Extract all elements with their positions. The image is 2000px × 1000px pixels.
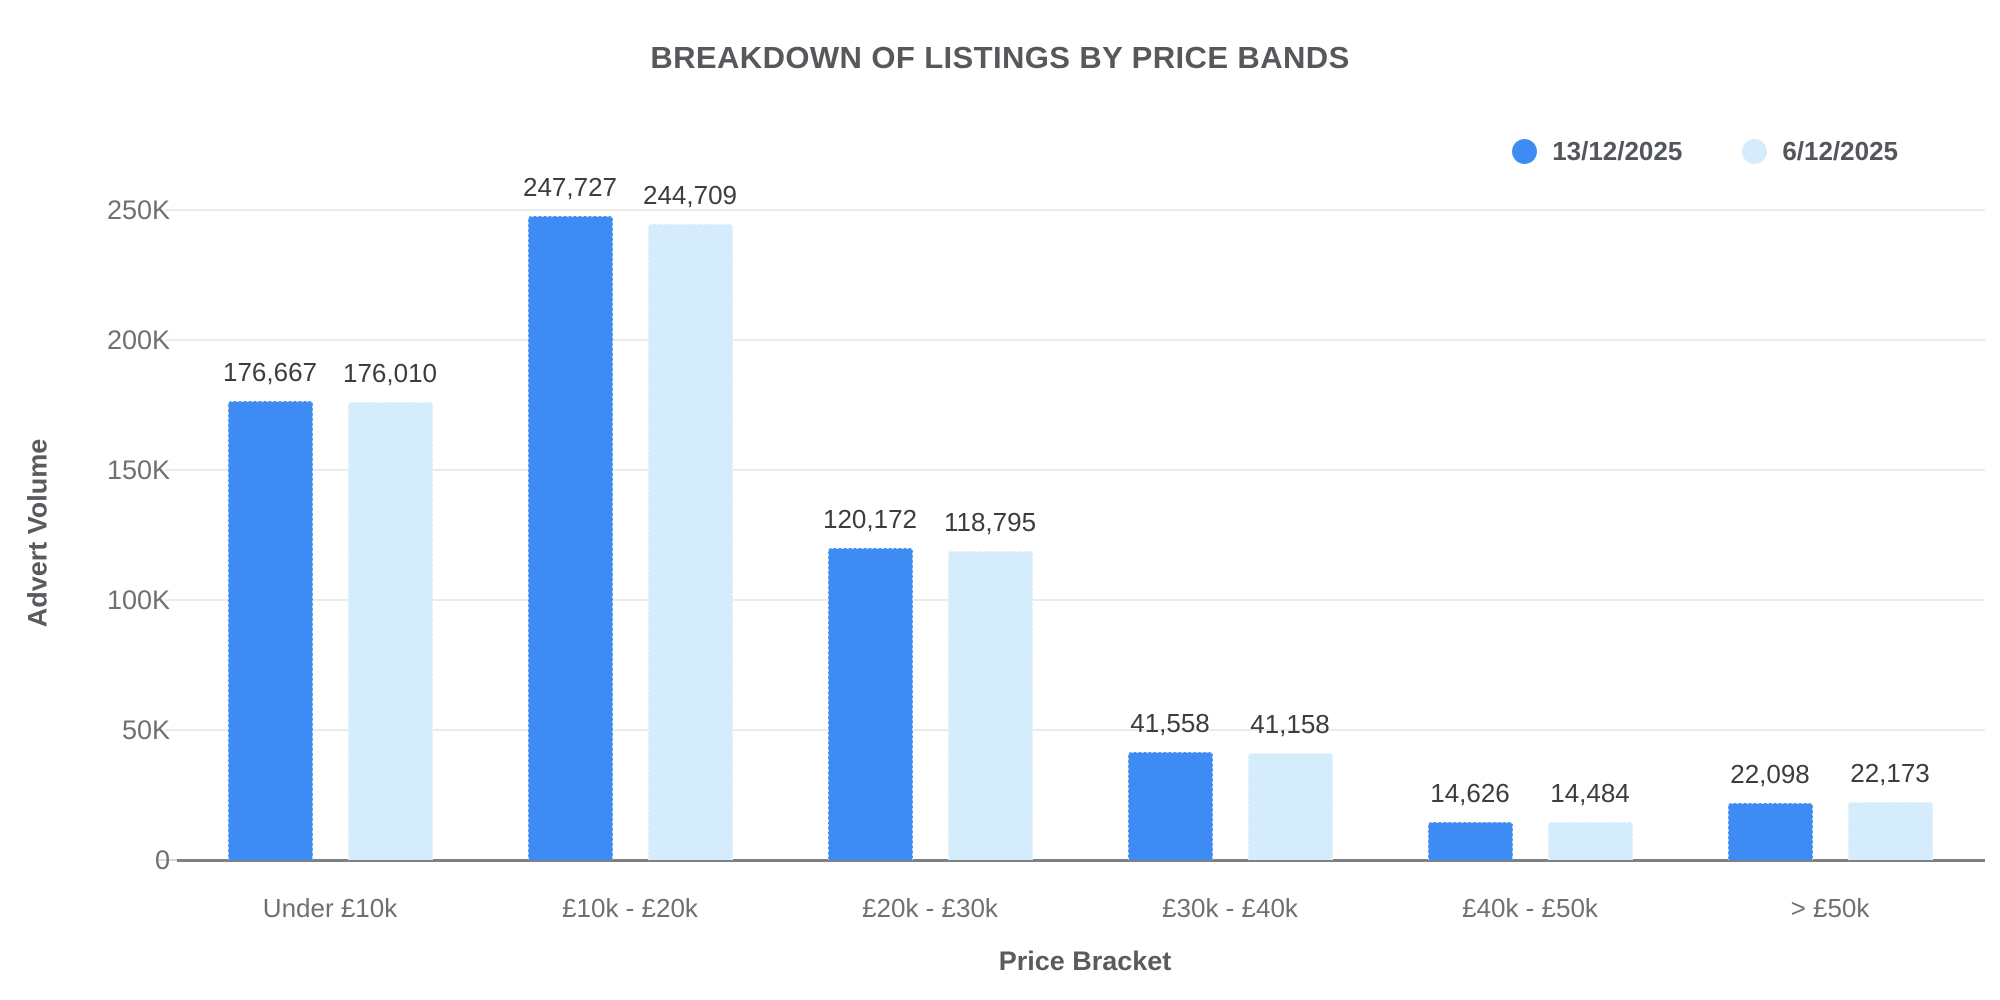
chart-title: BREAKDOWN OF LISTINGS BY PRICE BANDS xyxy=(650,40,1350,75)
gridline-150K xyxy=(165,469,1985,471)
bar-value-label: 118,795 xyxy=(943,507,1037,538)
x-tick-label: £20k - £30k xyxy=(862,893,998,923)
gridline-50K xyxy=(165,729,1985,731)
bar-6/12/2025-£20k - £30k[interactable] xyxy=(947,551,1033,860)
bar-6/12/2025-£30k - £40k[interactable] xyxy=(1247,752,1333,860)
bar-13/12/2025-£10k - £20k[interactable] xyxy=(527,215,613,860)
x-tick-label: > £50k xyxy=(1790,893,1870,923)
y-tick-label: 100K xyxy=(106,585,170,615)
x-tick-label: £10k - £20k xyxy=(562,893,698,923)
x-axis-line xyxy=(177,859,1985,862)
bar-13/12/2025-> £50k[interactable] xyxy=(1727,802,1813,860)
legend-label: 13/12/2025 xyxy=(1552,136,1683,166)
legend-dot-icon xyxy=(1742,139,1768,164)
bar-value-label: 244,709 xyxy=(643,179,737,210)
bar-value-label: 120,172 xyxy=(823,503,917,534)
x-axis-title: Price Bracket xyxy=(998,946,1172,976)
bar-6/12/2025-> £50k[interactable] xyxy=(1847,802,1933,860)
bar-value-label: 41,158 xyxy=(1250,708,1330,739)
bar-13/12/2025-Under £10k[interactable] xyxy=(227,400,313,860)
bar-6/12/2025-Under £10k[interactable] xyxy=(347,402,433,860)
x-tick-label: Under £10k xyxy=(262,893,398,923)
bar-13/12/2025-£20k - £30k[interactable] xyxy=(827,547,913,860)
bar-13/12/2025-£40k - £50k[interactable] xyxy=(1427,821,1513,860)
gridline-100K xyxy=(165,599,1985,601)
y-tick-label: 250K xyxy=(106,195,170,225)
bar-6/12/2025-£40k - £50k[interactable] xyxy=(1547,822,1633,860)
gridline-200K xyxy=(165,339,1985,341)
y-tick-label: 0 xyxy=(154,845,170,875)
x-tick-label: £40k - £50k xyxy=(1462,893,1598,923)
legend-item-13/12/2025[interactable]: 13/12/2025 xyxy=(1512,136,1682,167)
bar-value-label: 22,098 xyxy=(1730,758,1810,789)
bar-value-label: 176,667 xyxy=(223,356,317,387)
y-tick-label: 50K xyxy=(121,715,170,745)
gridline-250K xyxy=(165,209,1985,211)
y-tick-label: 150K xyxy=(106,455,170,485)
bar-13/12/2025-£30k - £40k[interactable] xyxy=(1127,751,1213,860)
bar-value-label: 247,727 xyxy=(523,171,617,202)
legend-label: 6/12/2025 xyxy=(1782,136,1898,166)
legend-dot-icon xyxy=(1512,139,1538,164)
bar-value-label: 41,558 xyxy=(1130,707,1210,738)
bar-value-label: 22,173 xyxy=(1850,758,1930,789)
bar-value-label: 14,626 xyxy=(1430,777,1510,808)
bar-value-label: 176,010 xyxy=(343,358,437,389)
y-tick-label: 200K xyxy=(106,325,170,355)
bar-6/12/2025-£10k - £20k[interactable] xyxy=(647,223,733,860)
legend-item-6/12/2025[interactable]: 6/12/2025 xyxy=(1742,136,1898,167)
y-axis-zero-tick xyxy=(159,859,177,861)
x-tick-label: £30k - £40k xyxy=(1162,893,1298,923)
bar-value-label: 14,484 xyxy=(1550,778,1630,809)
legend: 13/12/2025 6/12/2025 xyxy=(1512,136,1898,167)
